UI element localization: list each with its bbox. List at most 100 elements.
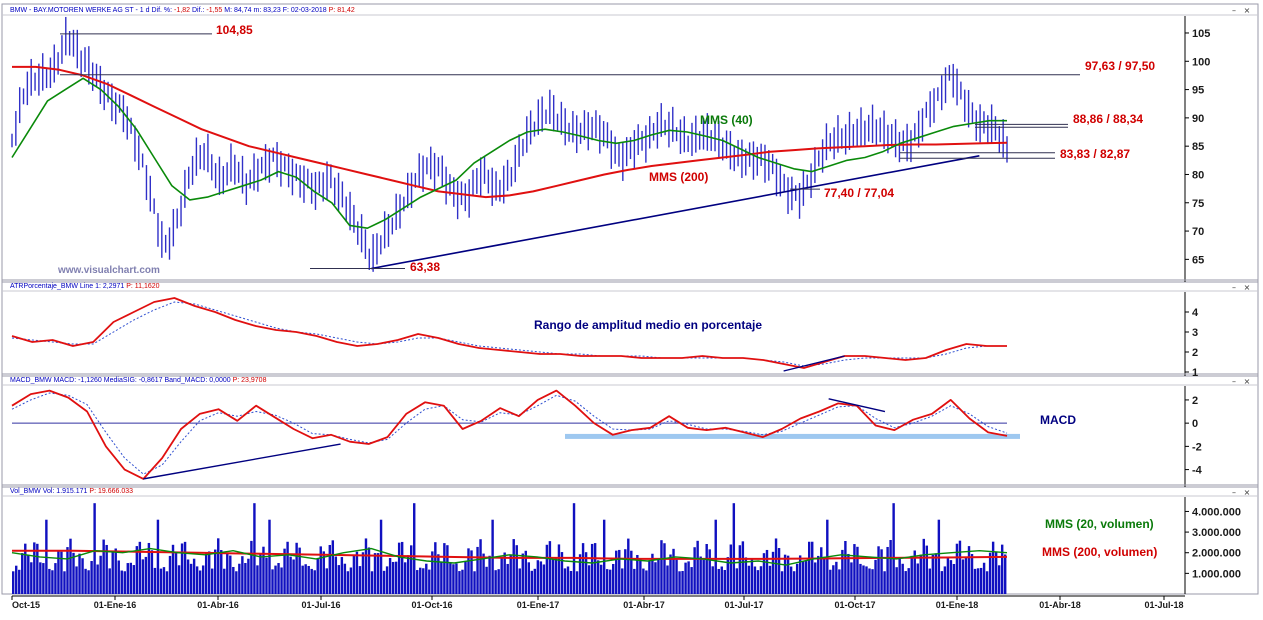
volume-bar: [370, 571, 374, 594]
volume-bar: [798, 555, 802, 594]
atr-panel-close-button[interactable]: ×: [1243, 283, 1251, 292]
volume-bar: [289, 556, 292, 594]
volume-bar: [494, 570, 497, 594]
atr-panel-minimize-button[interactable]: –: [1232, 283, 1236, 292]
volume-bar: [214, 549, 217, 594]
volume-bar: [99, 555, 102, 594]
volume-bar: [808, 541, 811, 594]
volume-bar: [645, 570, 648, 594]
volume-bar: [406, 555, 410, 594]
volume-bar: [838, 569, 841, 594]
volume-bar: [774, 538, 778, 594]
volume-bar: [596, 560, 600, 594]
volume-bar: [262, 546, 265, 594]
volume-bar: [639, 558, 642, 594]
volume-bar: [388, 558, 392, 594]
atr-signal-line: [11, 301, 1007, 367]
volume-bar: [310, 568, 313, 594]
volume-bar: [322, 551, 325, 594]
volume-bar: [192, 558, 196, 594]
volume-bar: [811, 541, 814, 594]
volume-bar: [841, 549, 844, 594]
volume-bar: [666, 565, 669, 594]
volume-bar: [48, 568, 51, 594]
volume-bar: [789, 566, 793, 594]
price-panel-close-button[interactable]: ×: [1243, 6, 1251, 15]
volume-bar: [376, 553, 380, 594]
volume-bar: [150, 550, 154, 594]
vol-panel-close-button[interactable]: ×: [1243, 488, 1251, 497]
volume-bar: [485, 566, 488, 594]
volume-bar: [868, 568, 871, 594]
volume-bar: [871, 569, 874, 594]
volume-bar: [325, 568, 328, 594]
volume-bar: [90, 560, 93, 594]
volume-bar: [397, 542, 401, 594]
y-tick-label-price: 65: [1192, 254, 1204, 266]
volume-bar: [624, 549, 627, 594]
macd-header-macd: MACD: -1,1260: [53, 377, 102, 384]
macd-panel-header: MACD_BMW MACD: -1,1260 MediaSIG: -0,8617…: [10, 377, 266, 384]
volume-bar: [741, 541, 745, 594]
volume-bar: [479, 539, 482, 594]
volume-bar: [675, 559, 678, 594]
volume-bar: [15, 565, 18, 594]
volume-bar: [102, 539, 105, 594]
x-tick-label: 01-Jul-18: [1144, 600, 1183, 610]
volume-bar: [168, 555, 172, 594]
y-tick-label-price: 105: [1192, 28, 1210, 40]
volume-bar: [141, 559, 145, 594]
header-dif-pct: -1,82: [174, 7, 191, 14]
volume-bar: [207, 551, 211, 594]
volume-bar: [973, 568, 977, 594]
volume-bar: [482, 553, 485, 594]
header-close-label: P:: [328, 7, 336, 14]
volume-mms200-label: MMS (200, volumen): [1042, 545, 1157, 559]
x-tick-label: 01-Oct-16: [411, 600, 452, 610]
volume-bar: [138, 541, 142, 594]
volume-bar: [105, 544, 108, 594]
volume-bar: [850, 562, 853, 594]
header-date: F: 02-03-2018: [282, 7, 327, 14]
volume-bar: [931, 554, 935, 594]
volume-bar: [476, 546, 479, 594]
volume-bar: [919, 554, 922, 594]
macd-panel-minimize-button[interactable]: –: [1232, 377, 1236, 386]
mms200-line: [12, 65, 1008, 199]
volume-bar: [271, 569, 274, 594]
volume-bar: [39, 562, 42, 594]
atr-trendline: [783, 355, 845, 372]
volume-bar: [663, 543, 666, 594]
volume-bar: [660, 540, 663, 594]
volume-bar: [346, 571, 350, 594]
volume-bar: [865, 566, 868, 594]
volume-bar: [391, 561, 395, 594]
vol-panel-minimize-button[interactable]: –: [1232, 488, 1236, 497]
macd-signal-line: [11, 392, 1008, 475]
volume-bar: [144, 556, 148, 594]
volume-bar: [590, 543, 594, 594]
volume-bar: [340, 557, 344, 594]
macd-panel-close-button[interactable]: ×: [1243, 377, 1251, 386]
volume-bar: [684, 562, 687, 594]
volume-bar: [536, 560, 540, 594]
volume-bar: [416, 570, 419, 594]
price-panel-minimize-button[interactable]: –: [1232, 6, 1236, 15]
volume-bar: [578, 554, 582, 594]
volume-bar: [979, 567, 983, 594]
volume-bar: [783, 554, 787, 594]
volume-bar: [57, 550, 60, 594]
y-tick-label-vol: 4.000.000: [1192, 506, 1241, 518]
volume-bar: [331, 540, 335, 594]
volume-bar: [337, 565, 341, 594]
volume-bar: [804, 561, 808, 594]
volume-bar: [334, 556, 338, 594]
volume-bar: [991, 541, 995, 594]
y-tick-label-atr: 2: [1192, 347, 1198, 359]
volume-bar: [84, 568, 87, 594]
volume-bar: [440, 562, 443, 594]
volume-bar: [521, 553, 524, 594]
volume-bar: [970, 554, 974, 594]
volume-bar: [473, 571, 476, 594]
volume-bar: [886, 546, 889, 594]
